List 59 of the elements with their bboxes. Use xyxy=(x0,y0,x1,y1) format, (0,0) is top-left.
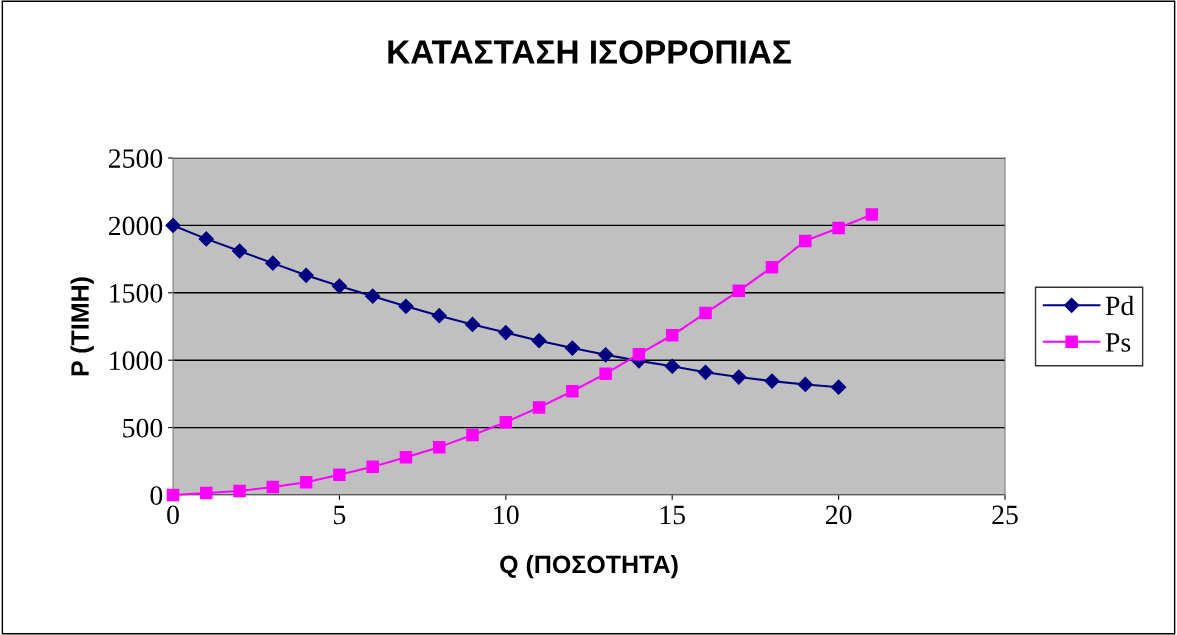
point xyxy=(632,347,646,361)
point xyxy=(731,369,747,385)
legend-label: Ps xyxy=(1105,333,1131,352)
x-tick-label: 10 xyxy=(494,505,519,525)
point xyxy=(564,340,580,356)
point xyxy=(432,440,446,454)
y-tick-label: 2000 xyxy=(108,216,163,236)
x-tick-label: 25 xyxy=(992,505,1018,525)
point xyxy=(566,384,579,398)
point xyxy=(399,451,413,464)
point xyxy=(165,217,181,233)
x-tick-label: 15 xyxy=(660,505,685,525)
point xyxy=(198,231,214,247)
point xyxy=(398,298,414,314)
point xyxy=(865,208,879,221)
y-tick-label: 1000 xyxy=(110,351,163,371)
point xyxy=(498,324,514,341)
point xyxy=(531,333,547,349)
y-axis-title: P (ΤΙΜΗ) xyxy=(70,277,94,376)
y-tick-label: 0 xyxy=(150,486,163,505)
point xyxy=(200,486,213,500)
point xyxy=(665,329,679,342)
point xyxy=(265,255,281,271)
point xyxy=(298,267,314,283)
point xyxy=(532,401,546,414)
point xyxy=(299,475,313,489)
chart-title: ΚΑΤΑΣΤΑΣΗ ΙΣΟΡΡΟΠΙΑΣ xyxy=(388,40,791,64)
x-tick-label: 0 xyxy=(167,505,179,525)
x-tick-label: 20 xyxy=(825,505,852,525)
point xyxy=(832,221,845,235)
point xyxy=(664,358,680,374)
point xyxy=(499,415,513,429)
x-tick-label: 5 xyxy=(334,505,346,525)
y-tick-label: 1500 xyxy=(110,283,163,303)
point xyxy=(331,278,347,294)
point xyxy=(799,234,812,248)
point xyxy=(598,347,614,363)
point xyxy=(366,460,379,473)
legend-label: Pd xyxy=(1105,295,1134,316)
point xyxy=(466,428,479,442)
y-tick-label: 500 xyxy=(123,418,163,438)
point xyxy=(365,288,381,304)
point xyxy=(699,306,712,320)
point xyxy=(333,468,346,482)
point xyxy=(431,308,447,324)
point xyxy=(599,367,612,380)
point xyxy=(765,260,779,274)
point xyxy=(831,379,847,395)
point xyxy=(797,376,813,393)
point xyxy=(697,364,714,380)
point xyxy=(233,484,246,498)
point xyxy=(266,480,280,494)
point xyxy=(231,243,248,259)
point xyxy=(764,373,780,389)
point xyxy=(166,488,180,502)
point xyxy=(732,284,746,298)
y-tick-label: 2500 xyxy=(108,149,163,168)
point xyxy=(464,316,481,333)
x-axis-title: Q (ΠΟΣΟΤΗΤΑ) xyxy=(500,554,678,579)
